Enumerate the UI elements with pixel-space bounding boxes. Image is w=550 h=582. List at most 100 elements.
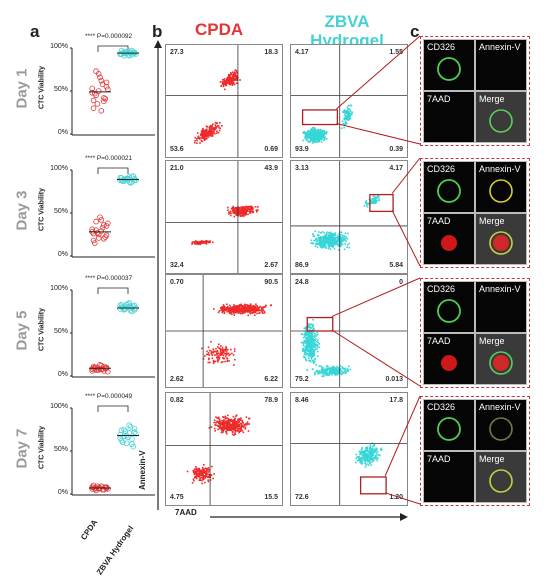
event-dot [217,311,220,314]
event-dot [252,311,255,313]
event-dot [331,244,334,246]
event-dot [222,423,225,425]
event-dot [229,212,231,214]
event-dot [310,346,312,348]
event-dot [339,368,342,370]
event-dot [349,113,351,115]
quadrant-percentage: 1.20 [389,494,403,501]
event-dot [232,310,235,313]
event-dot [320,365,322,367]
event-dot [205,474,207,476]
event-dot [229,423,232,426]
event-dot [231,431,234,433]
event-dot [316,348,318,350]
event-dot [307,135,310,138]
event-dot [308,341,310,344]
event-dot [337,235,340,237]
event-dot [306,134,308,137]
event-dot [309,351,311,354]
event-dot [311,337,313,340]
data-point [131,429,138,435]
event-dot [327,241,330,243]
event-dot [370,459,372,461]
quadrant-percentage: 0 [399,279,403,286]
event-dot [332,236,335,239]
event-dot [374,457,376,460]
event-dot [202,478,204,481]
event-dot [262,306,264,309]
event-dot [232,205,234,208]
event-dot [202,474,204,477]
event-dot [331,370,334,372]
event-dot [194,136,197,139]
event-dot [225,351,228,353]
event-dot [309,345,311,347]
event-dot [221,125,223,127]
event-dot [326,231,328,234]
event-dot [336,368,338,371]
event-dot [233,309,236,312]
aad-axis-label: 7AAD [175,508,197,517]
event-dot [324,236,326,239]
event-dot [196,242,199,244]
event-dot [221,81,224,83]
event-dot [194,468,197,471]
event-dot [305,327,307,329]
event-dot [242,425,244,428]
event-dot [221,306,223,308]
event-dot [226,357,228,360]
event-dot [218,347,221,349]
viability-chart-svg [70,45,155,136]
event-dot [218,126,220,129]
event-dot [321,134,323,137]
event-dot [234,427,236,430]
event-dot [247,206,249,208]
event-dot [313,239,315,242]
event-dot [344,120,347,123]
quadrant-percentage: 0.82 [170,397,184,404]
event-dot [320,141,323,143]
event-dot [325,372,328,374]
event-dot [238,422,240,424]
event-dot [372,201,375,203]
event-dot [234,211,237,214]
event-dot [230,82,232,85]
event-dot [337,369,339,372]
event-dot [226,308,229,310]
event-dot [322,132,324,135]
event-dot [233,74,235,77]
event-dot [316,371,319,373]
event-dot [212,477,214,480]
event-dot [331,366,333,369]
event-dot [194,472,197,475]
event-dot [231,427,234,429]
event-dot [343,126,345,129]
event-dot [228,420,230,422]
event-dot [199,474,202,477]
event-dot [243,210,245,213]
event-dot [320,138,323,140]
data-point [97,74,103,81]
event-dot [313,132,315,135]
event-dot [329,367,331,369]
data-point [131,425,138,432]
event-dot [350,113,352,115]
event-dot [307,357,310,359]
membrane-ring [437,57,461,81]
event-dot [349,368,352,371]
event-dot [310,331,312,333]
event-dot [203,130,205,133]
event-dot [313,136,315,138]
event-dot [249,306,251,308]
event-dot [200,137,202,139]
event-dot [338,238,340,240]
event-dot [322,239,324,241]
image-channel-label: Annexin-V [479,284,521,294]
event-dot [372,445,374,448]
event-dot [201,241,204,244]
event-dot [248,417,250,420]
event-dot [377,454,380,456]
event-dot [378,199,380,201]
event-dot [301,342,303,344]
event-dot [323,232,326,234]
